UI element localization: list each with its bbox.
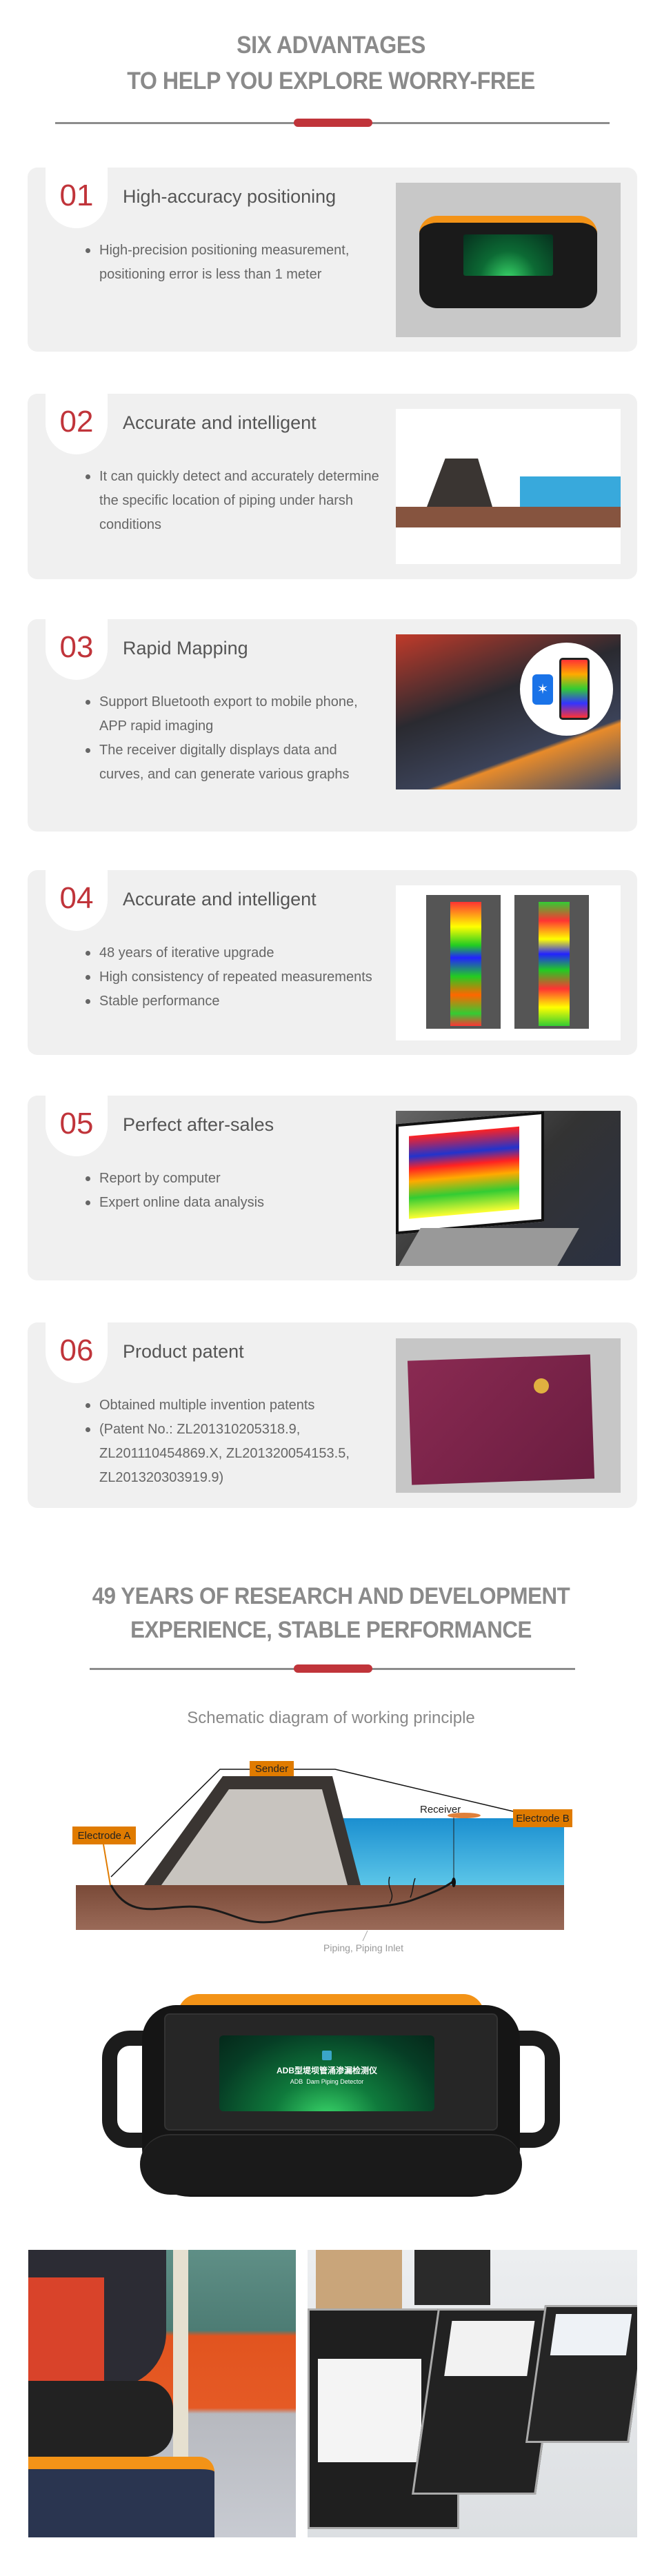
advantage-card-01: 01 High-accuracy positioning High-precis… xyxy=(28,168,637,352)
card-title: Perfect after-sales xyxy=(123,1114,274,1135)
piping-branches xyxy=(388,1876,416,1904)
bullet-list: Obtained multiple invention patents (Pate… xyxy=(84,1393,381,1490)
electrode-a-box xyxy=(72,1827,136,1844)
card-title: Accurate and intelligent xyxy=(123,889,317,909)
heatmap-screens xyxy=(396,885,621,1040)
electrode-a-rod xyxy=(103,1844,111,1886)
card-number: 04 xyxy=(59,881,94,915)
advantage-card-02: 02 Accurate and intelligent It can quick… xyxy=(28,394,637,579)
pole xyxy=(173,2250,188,2464)
principle-diagram xyxy=(396,409,621,564)
number-badge: 05 xyxy=(46,1096,108,1156)
bullet-list: It can quickly detect and accurately det… xyxy=(84,465,381,537)
equipment-cases-photo xyxy=(308,2250,637,2537)
device-product-photo: ADB型堤坝管涌渗漏检测仪 ADB Dam Piping Detector xyxy=(102,1993,560,2197)
dam-inner xyxy=(161,1789,348,1885)
card-title: Rapid Mapping xyxy=(123,638,248,658)
device-logo-icon xyxy=(322,2051,332,2060)
bullet-item: (Patent No.: ZL201310205318.9, ZL2011104… xyxy=(84,1418,381,1490)
device-screen-title-en: ADB Dam Piping Detector xyxy=(290,2078,364,2085)
number-badge: 04 xyxy=(46,870,108,931)
diagram-caption: Piping, Piping Inlet xyxy=(323,1942,403,1953)
bullet-item: 48 years of iterative upgrade xyxy=(84,941,381,965)
device-lower-bumper xyxy=(140,2134,522,2195)
bluetooth-field-photo: ✶ xyxy=(396,634,621,789)
bullet-item: It can quickly detect and accurately det… xyxy=(84,465,381,537)
receiver-boat xyxy=(448,1813,481,1818)
bullet-list: Support Bluetooth export to mobile phone… xyxy=(84,690,381,787)
number-badge: 02 xyxy=(46,394,108,454)
sender-label-box xyxy=(250,1761,294,1776)
working-principle-diagram: Sender Electrode A Electrode B Receiver … xyxy=(72,1761,572,1953)
card-number: 03 xyxy=(59,630,94,664)
advantage-card-04: 04 Accurate and intelligent 48 years of … xyxy=(28,870,637,1055)
person-legs xyxy=(28,2381,173,2457)
card-title: Product patent xyxy=(123,1341,244,1362)
bullet-item: Obtained multiple invention patents xyxy=(84,1393,381,1418)
receiver-sensor xyxy=(452,1878,456,1887)
receiver-label: Receiver xyxy=(420,1804,461,1815)
cardboard-boxes xyxy=(316,2250,402,2308)
advantage-card-03: 03 Rapid Mapping Support Bluetooth expor… xyxy=(28,619,637,832)
electrode-a-label: Electrode A xyxy=(78,1830,131,1842)
laptop-analysis-photo xyxy=(396,1111,621,1266)
number-badge: 06 xyxy=(46,1322,108,1383)
piping-channel xyxy=(110,1880,454,1924)
bullet-item: Report by computer xyxy=(84,1167,381,1191)
ground xyxy=(76,1885,564,1930)
number-badge: 01 xyxy=(46,168,108,228)
bullet-list: Report by computer Expert online data ana… xyxy=(84,1167,381,1215)
diagram-subtitle: Schematic diagram of working principle xyxy=(187,1709,475,1727)
card-number: 05 xyxy=(59,1107,94,1140)
card-number: 01 xyxy=(59,179,94,212)
section-accent xyxy=(294,1664,372,1673)
advantage-card-06: 06 Product patent Obtained multiple inve… xyxy=(28,1322,637,1508)
title-accent xyxy=(294,119,372,127)
electrode-b-label: Electrode B xyxy=(516,1813,570,1824)
card-title: High-accuracy positioning xyxy=(123,186,337,207)
black-case-upright xyxy=(414,2250,490,2305)
bullet-item: High consistency of repeated measurement… xyxy=(84,965,381,989)
section-title-line2: EXPERIENCE, STABLE PERFORMANCE xyxy=(130,1617,532,1643)
number-badge: 03 xyxy=(46,619,108,680)
life-vest xyxy=(28,2277,104,2381)
device-screen-title-cn: ADB型堤坝管涌渗漏检测仪 xyxy=(277,2066,377,2075)
caption-leader xyxy=(362,1930,368,1942)
card-title: Accurate and intelligent xyxy=(123,412,317,433)
bullet-item: Support Bluetooth export to mobile phone… xyxy=(84,690,381,738)
bullet-item: Expert online data analysis xyxy=(84,1191,381,1215)
sender-label: Sender xyxy=(255,1763,288,1775)
bullet-list: 48 years of iterative upgrade High consis… xyxy=(84,941,381,1014)
open-case-3 xyxy=(525,2305,637,2443)
device-photo xyxy=(396,183,621,337)
electrode-b-box xyxy=(513,1809,572,1827)
advantage-card-05: 05 Perfect after-sales Report by compute… xyxy=(28,1096,637,1280)
card-number: 06 xyxy=(59,1334,94,1367)
patent-certificates-photo xyxy=(396,1338,621,1493)
page-title-line1: SIX ADVANTAGES xyxy=(237,32,425,59)
bullet-list: High-precision positioning measurement, … xyxy=(84,239,381,287)
receiver-device xyxy=(28,2457,214,2537)
field-boat-photo xyxy=(28,2250,296,2537)
device-screen: ADB型堤坝管涌渗漏检测仪 ADB Dam Piping Detector xyxy=(219,2035,434,2111)
card-number: 02 xyxy=(59,405,94,439)
page-title-line2: TO HELP YOU EXPLORE WORRY-FREE xyxy=(127,68,535,94)
bullet-item: High-precision positioning measurement, … xyxy=(84,239,381,287)
bullet-item: Stable performance xyxy=(84,989,381,1014)
section-title-line1: 49 YEARS OF RESEARCH AND DEVELOPMENT xyxy=(92,1583,570,1609)
bullet-item: The receiver digitally displays data and… xyxy=(84,738,381,787)
